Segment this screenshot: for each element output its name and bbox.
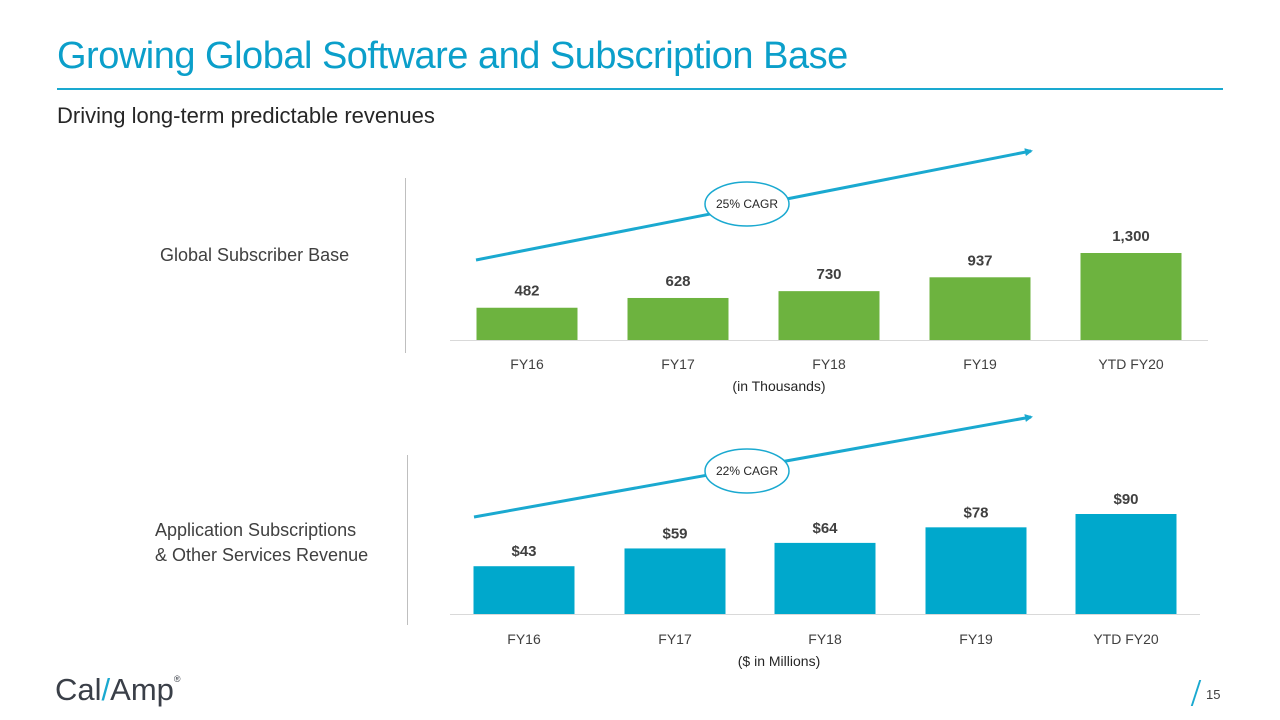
revenue-label-line-2: & Other Services Revenue	[155, 545, 369, 565]
revenue-bar-ytd-fy20	[1075, 514, 1177, 614]
revenue-bar-fy18	[774, 542, 876, 614]
subscriber-tick-label: FY16	[510, 356, 544, 372]
subscriber-tick-label: FY18	[812, 356, 846, 372]
revenue-tick-label: FY19	[959, 631, 993, 647]
revenue-cagr-badge	[704, 448, 790, 494]
revenue-tick-label: FY16	[507, 631, 541, 647]
revenue-tick-label: FY17	[658, 631, 692, 647]
slide-subtitle: Driving long-term predictable revenues	[57, 103, 435, 128]
subscriber-base-label: Global Subscriber Base	[160, 243, 349, 268]
logo-slash: /	[101, 672, 111, 707]
logo-text-cal: Cal	[55, 672, 102, 707]
subscriber-data-label: 1,300	[1112, 228, 1150, 245]
revenue-data-label: $64	[812, 520, 838, 537]
revenue-data-label: $90	[1113, 491, 1138, 508]
revenue-unit-note: ($ in Millions)	[738, 653, 820, 669]
subscriber-base-label-line: Global Subscriber Base	[160, 245, 350, 265]
subscriber-bar-fy17	[627, 297, 729, 340]
revenue-bar-fy19	[925, 527, 1027, 614]
revenue-label-line-1: Application Subscriptions	[155, 520, 357, 540]
revenue-tick-label: FY18	[808, 631, 842, 647]
subscriber-data-label: 482	[514, 283, 539, 300]
revenue-cagr-text: 22% CAGR	[716, 464, 778, 478]
revenue-bar-fy16	[473, 566, 575, 614]
subscriber-unit-note: (in Thousands)	[732, 378, 825, 394]
revenue-data-label: $59	[662, 525, 687, 542]
subscriber-chart-divider	[405, 178, 406, 353]
page-number: 15	[1206, 687, 1221, 702]
subscriber-cagr-badge	[704, 181, 790, 227]
subscriber-bar-fy19	[929, 277, 1031, 340]
slide-title: Growing Global Software and Subscription…	[57, 35, 848, 77]
subscriber-bar-ytd-fy20	[1080, 253, 1182, 340]
subscriber-data-label: 730	[816, 266, 841, 283]
logo-text-amp: Amp	[110, 672, 174, 707]
revenue-tick-label: YTD FY20	[1093, 631, 1159, 647]
revenue-data-label: $78	[963, 504, 988, 521]
revenue-bar-fy17	[624, 548, 726, 614]
title-divider	[57, 88, 1223, 90]
calamp-logo: Cal/Amp®	[55, 668, 181, 712]
revenue-label: Application Subscriptions & Other Servic…	[155, 518, 368, 568]
subscriber-data-label: 628	[665, 273, 690, 290]
subscriber-bar-fy16	[476, 307, 578, 340]
revenue-chart-divider	[407, 455, 408, 625]
subscriber-tick-label: FY19	[963, 356, 997, 372]
subscriber-tick-label: FY17	[661, 356, 695, 372]
subscriber-cagr-text: 25% CAGR	[716, 197, 778, 211]
logo-registered-mark: ®	[173, 674, 181, 684]
subscriber-tick-label: YTD FY20	[1098, 356, 1164, 372]
revenue-data-label: $43	[511, 543, 536, 560]
subscriber-data-label: 937	[967, 252, 992, 269]
subscriber-bar-fy18	[778, 291, 880, 340]
